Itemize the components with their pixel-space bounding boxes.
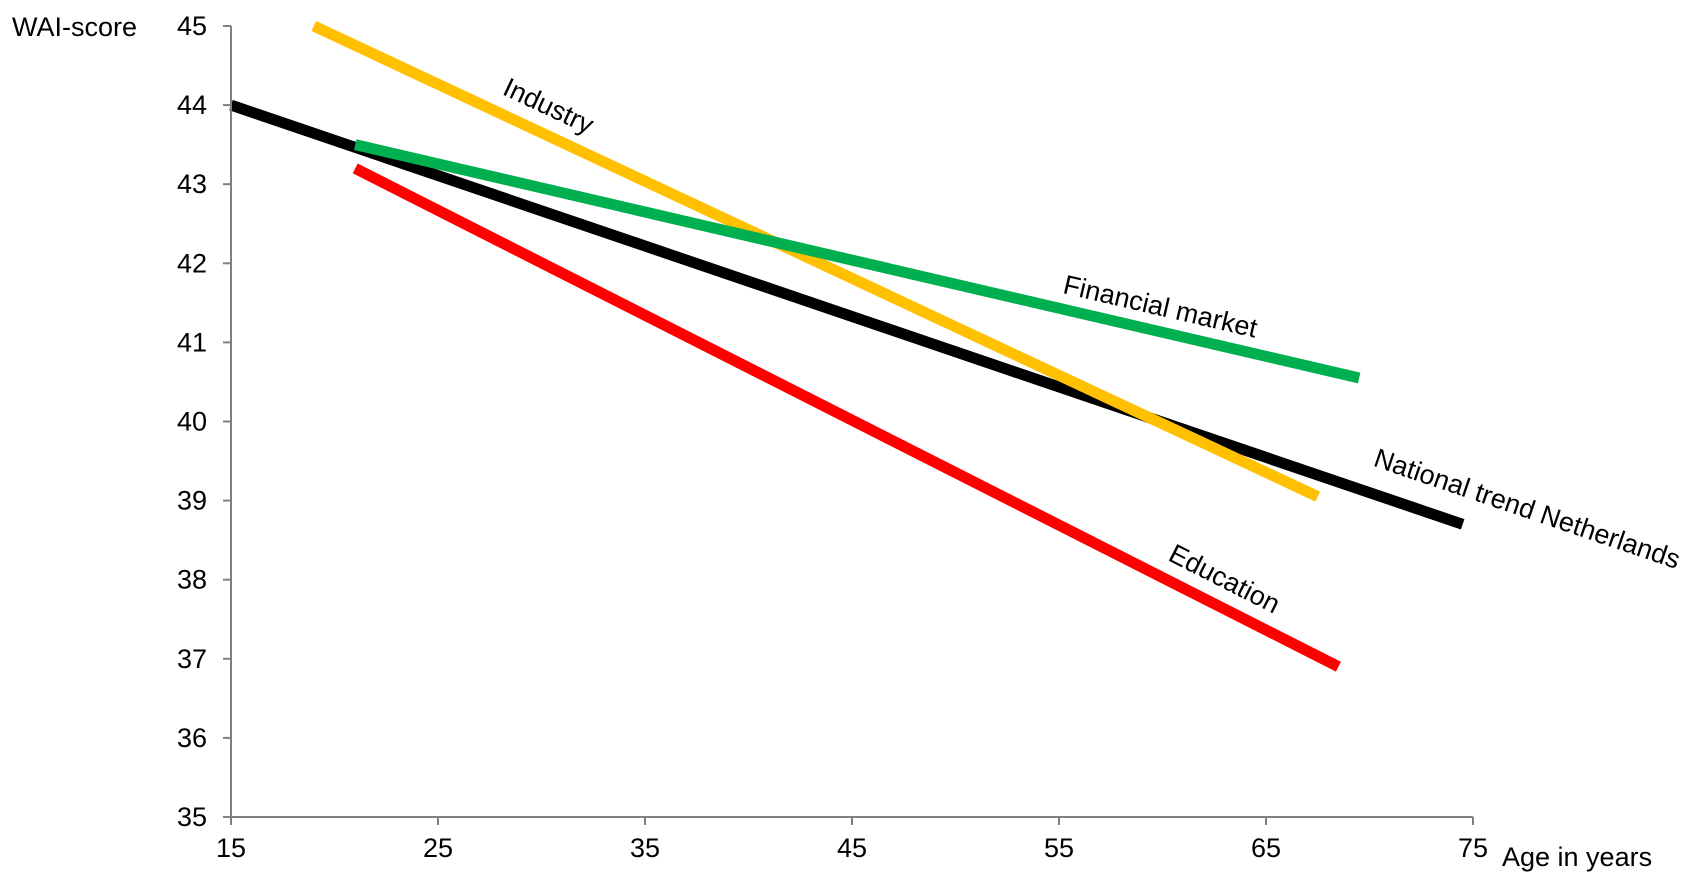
x-tick-label: 45 — [837, 833, 867, 863]
y-tick-label: 42 — [177, 248, 207, 278]
x-tick-label: 65 — [1251, 833, 1281, 863]
axes-layer: 35 36 37 38 39 40 41 42 43 44 45 15 25 35 45 55 65 75 — [177, 11, 1488, 863]
y-tick-label: 44 — [177, 90, 207, 120]
series-line-industry — [311, 21, 1321, 502]
y-tick-label: 36 — [177, 723, 207, 753]
y-tick-label: 38 — [177, 565, 207, 595]
x-tick-label: 25 — [423, 833, 453, 863]
series-line-national-trend-netherlands — [229, 99, 1465, 530]
y-ticks: 35 36 37 38 39 40 41 42 43 44 45 — [177, 11, 231, 832]
y-tick-label: 37 — [177, 644, 207, 674]
y-tick-label: 40 — [177, 407, 207, 437]
x-axis-title: Age in years — [1502, 842, 1652, 872]
x-tick-label: 75 — [1458, 833, 1488, 863]
series-line-financial-market — [353, 139, 1361, 384]
x-tick-label: 15 — [216, 833, 246, 863]
y-tick-label: 41 — [177, 327, 207, 357]
x-ticks: 15 25 35 45 55 65 75 — [216, 817, 1488, 863]
series-label-industry: Industry — [499, 72, 599, 140]
x-tick-label: 35 — [630, 833, 660, 863]
y-tick-label: 39 — [177, 486, 207, 516]
y-axis-title: WAI-score — [12, 12, 137, 42]
x-tick-label: 55 — [1044, 833, 1074, 863]
series-line-education — [352, 163, 1341, 672]
y-tick-label: 45 — [177, 11, 207, 41]
y-tick-label: 35 — [177, 802, 207, 832]
y-tick-label: 43 — [177, 169, 207, 199]
series-layer — [229, 21, 1465, 672]
